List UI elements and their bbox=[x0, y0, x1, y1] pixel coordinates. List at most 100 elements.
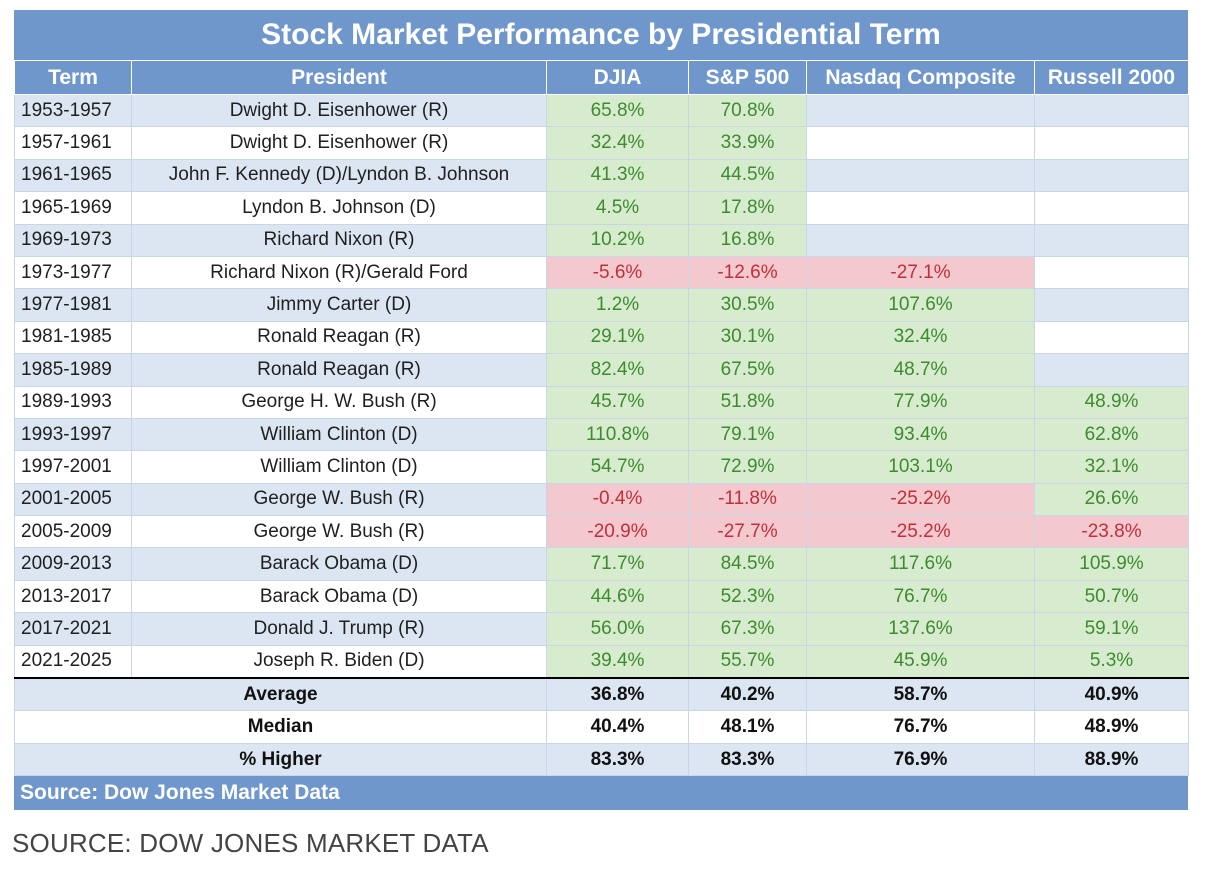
table-row: 1997-2001 William Clinton (D) 54.7% 72.9% 10… bbox=[14, 450, 1189, 484]
cell-sp500: -27.7% bbox=[688, 515, 807, 549]
cell-term: 2009-2013 bbox=[14, 547, 132, 581]
cell-president: Barack Obama (D) bbox=[131, 547, 547, 581]
cell-nasdaq bbox=[806, 93, 1035, 128]
cell-sp500: 55.7% bbox=[688, 644, 807, 679]
cell-term: 1977-1981 bbox=[14, 288, 132, 322]
cell-president: Ronald Reagan (R) bbox=[131, 320, 547, 355]
performance-table-figure: Stock Market Performance by Presidential… bbox=[14, 10, 1189, 811]
cell-term: 1993-1997 bbox=[14, 417, 132, 452]
cell-nasdaq: 45.9% bbox=[806, 644, 1035, 679]
summary-label: % Higher bbox=[14, 742, 547, 777]
cell-sp500: 52.3% bbox=[688, 579, 807, 614]
table-row: 1961-1965 John F. Kennedy (D)/Lyndon B. J… bbox=[14, 158, 1189, 193]
cell-djia: 45.7% bbox=[546, 385, 689, 419]
cell-russell bbox=[1034, 191, 1189, 225]
cell-russell: 48.9% bbox=[1034, 385, 1189, 419]
cell-nasdaq bbox=[806, 126, 1035, 160]
cell-president: Donald J. Trump (R) bbox=[131, 612, 547, 646]
table-row: 1989-1993 George H. W. Bush (R) 45.7% 51.8%… bbox=[14, 385, 1189, 419]
table-row: 1981-1985 Ronald Reagan (R) 29.1% 30.1% 32.4… bbox=[14, 320, 1189, 355]
table-row: 1957-1961 Dwight D. Eisenhower (R) 32.4% 33… bbox=[14, 126, 1189, 160]
cell-president: Dwight D. Eisenhower (R) bbox=[131, 93, 547, 128]
cell-djia: 56.0% bbox=[546, 612, 689, 646]
table-body: 1953-1957 Dwight D. Eisenhower (R) 65.8% 70… bbox=[14, 93, 1189, 679]
column-header-president: President bbox=[131, 60, 547, 95]
summary-nasdaq: 76.7% bbox=[806, 710, 1035, 744]
cell-sp500: 44.5% bbox=[688, 158, 807, 193]
cell-nasdaq: 77.9% bbox=[806, 385, 1035, 419]
column-header-term: Term bbox=[14, 60, 132, 95]
cell-sp500: 79.1% bbox=[688, 417, 807, 452]
table-row: 1953-1957 Dwight D. Eisenhower (R) 65.8% 70… bbox=[14, 93, 1189, 128]
cell-term: 1957-1961 bbox=[14, 126, 132, 160]
table-row: 1973-1977 Richard Nixon (R)/Gerald Ford -5… bbox=[14, 255, 1189, 290]
column-header-sp500: S&P 500 bbox=[688, 60, 807, 95]
table-row: 1977-1981 Jimmy Carter (D) 1.2% 30.5% 107.6% bbox=[14, 288, 1189, 322]
cell-russell bbox=[1034, 320, 1189, 355]
column-header-nasdaq: Nasdaq Composite bbox=[806, 60, 1035, 95]
cell-russell bbox=[1034, 255, 1189, 290]
cell-term: 1969-1973 bbox=[14, 223, 132, 257]
cell-president: Jimmy Carter (D) bbox=[131, 288, 547, 322]
table-row: 2021-2025 Joseph R. Biden (D) 39.4% 55.7% 45… bbox=[14, 644, 1189, 679]
cell-president: John F. Kennedy (D)/Lyndon B. Johnson bbox=[131, 158, 547, 193]
cell-president: George H. W. Bush (R) bbox=[131, 385, 547, 419]
cell-djia: 110.8% bbox=[546, 417, 689, 452]
summary-row: Median 40.4% 48.1% 76.7% 48.9% bbox=[14, 710, 1189, 744]
cell-djia: -0.4% bbox=[546, 482, 689, 517]
cell-president: Lyndon B. Johnson (D) bbox=[131, 191, 547, 225]
cell-russell bbox=[1034, 126, 1189, 160]
summary-djia: 36.8% bbox=[546, 677, 689, 712]
cell-djia: 82.4% bbox=[546, 353, 689, 387]
table-row: 1985-1989 Ronald Reagan (R) 82.4% 67.5% 48.7… bbox=[14, 353, 1189, 387]
cell-djia: 44.6% bbox=[546, 579, 689, 614]
cell-term: 2005-2009 bbox=[14, 515, 132, 549]
cell-nasdaq: 117.6% bbox=[806, 547, 1035, 581]
cell-sp500: 30.5% bbox=[688, 288, 807, 322]
cell-russell: -23.8% bbox=[1034, 515, 1189, 549]
cell-djia: 4.5% bbox=[546, 191, 689, 225]
cell-nasdaq: 48.7% bbox=[806, 353, 1035, 387]
source-note: Source: Dow Jones Market Data bbox=[14, 776, 1188, 811]
cell-sp500: 33.9% bbox=[688, 126, 807, 160]
cell-djia: 1.2% bbox=[546, 288, 689, 322]
cell-sp500: 51.8% bbox=[688, 385, 807, 419]
cell-term: 1981-1985 bbox=[14, 320, 132, 355]
summary-russell: 40.9% bbox=[1034, 677, 1189, 712]
cell-russell bbox=[1034, 93, 1189, 128]
cell-term: 1997-2001 bbox=[14, 450, 132, 484]
cell-nasdaq: 107.6% bbox=[806, 288, 1035, 322]
cell-sp500: -12.6% bbox=[688, 255, 807, 290]
cell-term: 1985-1989 bbox=[14, 353, 132, 387]
cell-president: Ronald Reagan (R) bbox=[131, 353, 547, 387]
cell-djia: 71.7% bbox=[546, 547, 689, 581]
table-row: 1969-1973 Richard Nixon (R) 10.2% 16.8% bbox=[14, 223, 1189, 257]
cell-sp500: 67.5% bbox=[688, 353, 807, 387]
cell-djia: 54.7% bbox=[546, 450, 689, 484]
cell-russell: 105.9% bbox=[1034, 547, 1189, 581]
cell-nasdaq: 76.7% bbox=[806, 579, 1035, 614]
summary-rows: Average 36.8% 40.2% 58.7% 40.9% Median 40.4% 48… bbox=[14, 677, 1189, 777]
cell-term: 2001-2005 bbox=[14, 482, 132, 517]
cell-nasdaq: -25.2% bbox=[806, 515, 1035, 549]
cell-djia: 39.4% bbox=[546, 644, 689, 679]
cell-president: William Clinton (D) bbox=[131, 450, 547, 484]
table-row: 1965-1969 Lyndon B. Johnson (D) 4.5% 17.8% bbox=[14, 191, 1189, 225]
cell-djia: -20.9% bbox=[546, 515, 689, 549]
table-row: 2009-2013 Barack Obama (D) 71.7% 84.5% 117.6… bbox=[14, 547, 1189, 581]
summary-djia: 83.3% bbox=[546, 742, 689, 777]
cell-term: 2021-2025 bbox=[14, 644, 132, 679]
cell-president: George W. Bush (R) bbox=[131, 482, 547, 517]
table-row: 2013-2017 Barack Obama (D) 44.6% 52.3% 76.7%… bbox=[14, 579, 1189, 614]
cell-russell: 50.7% bbox=[1034, 579, 1189, 614]
cell-sp500: 30.1% bbox=[688, 320, 807, 355]
cell-sp500: 72.9% bbox=[688, 450, 807, 484]
column-header-djia: DJIA bbox=[546, 60, 689, 95]
cell-president: Richard Nixon (R)/Gerald Ford bbox=[131, 255, 547, 290]
cell-nasdaq: 137.6% bbox=[806, 612, 1035, 646]
summary-russell: 88.9% bbox=[1034, 742, 1189, 777]
summary-nasdaq: 58.7% bbox=[806, 677, 1035, 712]
cell-term: 1965-1969 bbox=[14, 191, 132, 225]
cell-term: 1989-1993 bbox=[14, 385, 132, 419]
cell-president: Joseph R. Biden (D) bbox=[131, 644, 547, 679]
